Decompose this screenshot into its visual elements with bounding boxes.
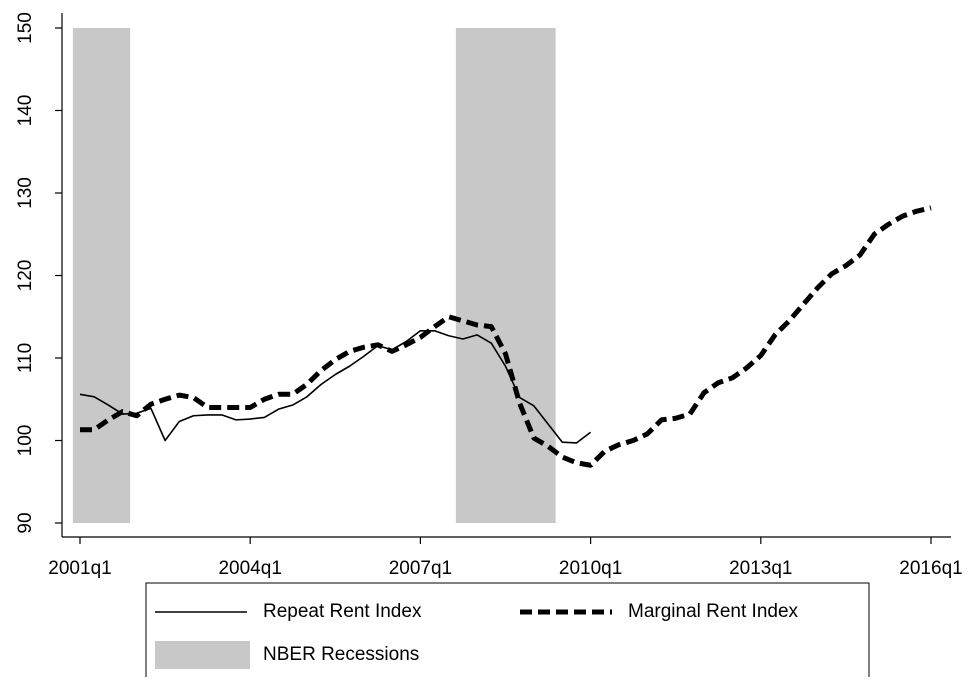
x-tick-label: 2016q1	[899, 558, 962, 579]
recession-bar	[484, 28, 499, 523]
legend-swatch	[155, 641, 250, 669]
legend-box	[145, 582, 870, 682]
legend-label: Repeat Rent Index	[263, 601, 422, 622]
recession-bar	[87, 28, 102, 523]
y-tick-label: 150	[15, 12, 36, 44]
bars-layer	[72, 28, 556, 523]
recession-bar	[498, 28, 514, 523]
recession-bar	[512, 28, 528, 523]
y-tick-label: 130	[15, 177, 36, 209]
y-tick-label: 90	[15, 512, 36, 533]
series-line	[79, 329, 592, 444]
recession-bar	[72, 28, 88, 523]
recession-bar	[455, 28, 471, 523]
x-tick-label: 2010q1	[559, 558, 622, 579]
series-line	[80, 205, 932, 468]
y-tick-label: 120	[15, 260, 36, 292]
y-tick-label: 100	[15, 425, 36, 457]
x-tick-label: 2004q1	[218, 558, 281, 579]
recession-bar	[101, 28, 116, 523]
x-tick-label: 2013q1	[729, 558, 792, 579]
recession-bar	[540, 28, 556, 523]
lines-layer	[79, 205, 932, 468]
legend-label: Marginal Rent Index	[628, 601, 799, 622]
legend-label: NBER Recessions	[263, 644, 419, 665]
recession-bar	[470, 28, 485, 523]
recession-bar	[115, 28, 131, 523]
y-tick-label: 110	[15, 343, 36, 373]
recession-bar	[526, 28, 542, 523]
x-tick-label: 2007q1	[389, 558, 452, 579]
y-tick-label: 140	[15, 95, 36, 127]
x-tick-label: 2001q1	[48, 558, 111, 579]
